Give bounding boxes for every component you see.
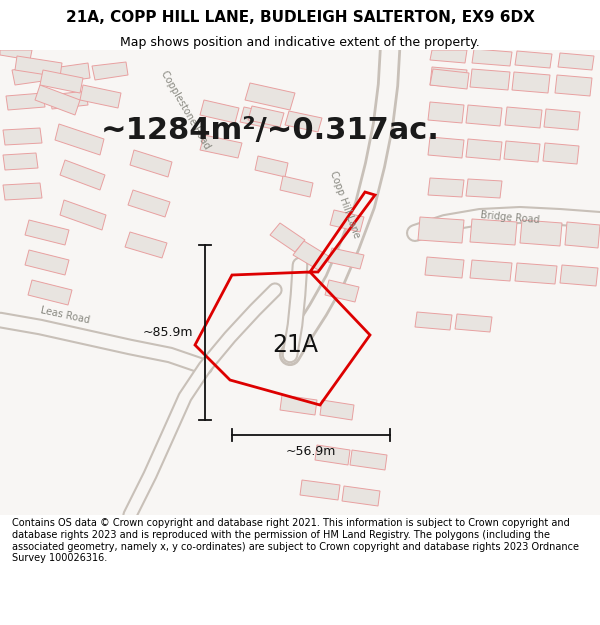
Polygon shape bbox=[320, 400, 354, 420]
Polygon shape bbox=[315, 445, 350, 465]
Polygon shape bbox=[472, 49, 512, 66]
Polygon shape bbox=[280, 176, 313, 197]
Polygon shape bbox=[543, 143, 579, 164]
Polygon shape bbox=[565, 222, 600, 248]
Polygon shape bbox=[270, 223, 305, 252]
Polygon shape bbox=[466, 179, 502, 198]
Polygon shape bbox=[515, 263, 557, 284]
Polygon shape bbox=[25, 250, 69, 275]
Polygon shape bbox=[328, 248, 364, 269]
Polygon shape bbox=[280, 395, 317, 415]
Text: Leas Road: Leas Road bbox=[40, 305, 91, 325]
Polygon shape bbox=[12, 65, 50, 85]
Polygon shape bbox=[470, 260, 512, 281]
Polygon shape bbox=[245, 83, 295, 110]
Polygon shape bbox=[505, 107, 542, 128]
Polygon shape bbox=[544, 109, 580, 130]
Polygon shape bbox=[80, 85, 121, 108]
Polygon shape bbox=[35, 85, 80, 115]
Text: ~1284m²/~0.317ac.: ~1284m²/~0.317ac. bbox=[101, 116, 439, 144]
Polygon shape bbox=[466, 139, 502, 160]
Polygon shape bbox=[3, 183, 42, 200]
Polygon shape bbox=[555, 75, 592, 96]
Text: 21A, COPP HILL LANE, BUDLEIGH SALTERTON, EX9 6DX: 21A, COPP HILL LANE, BUDLEIGH SALTERTON,… bbox=[65, 10, 535, 25]
Polygon shape bbox=[430, 67, 467, 88]
Text: ~56.9m: ~56.9m bbox=[286, 445, 336, 458]
Polygon shape bbox=[50, 91, 88, 109]
Polygon shape bbox=[325, 280, 359, 302]
Polygon shape bbox=[25, 220, 69, 245]
Text: Map shows position and indicative extent of the property.: Map shows position and indicative extent… bbox=[120, 36, 480, 49]
Polygon shape bbox=[430, 69, 469, 89]
Polygon shape bbox=[55, 124, 104, 155]
Polygon shape bbox=[415, 312, 452, 330]
Text: 21A: 21A bbox=[272, 333, 318, 357]
Polygon shape bbox=[3, 128, 42, 145]
Polygon shape bbox=[466, 105, 502, 126]
Polygon shape bbox=[418, 217, 464, 243]
Polygon shape bbox=[125, 232, 167, 258]
Text: Copplestone Road: Copplestone Road bbox=[158, 69, 211, 151]
Polygon shape bbox=[248, 106, 284, 127]
Polygon shape bbox=[28, 280, 72, 305]
Polygon shape bbox=[0, 50, 32, 60]
Polygon shape bbox=[330, 210, 364, 232]
Polygon shape bbox=[240, 107, 282, 130]
Polygon shape bbox=[428, 178, 464, 197]
Polygon shape bbox=[40, 70, 83, 93]
Polygon shape bbox=[428, 137, 464, 158]
Polygon shape bbox=[515, 51, 552, 68]
Polygon shape bbox=[128, 190, 170, 217]
Polygon shape bbox=[60, 160, 105, 190]
Polygon shape bbox=[285, 111, 322, 132]
Polygon shape bbox=[15, 56, 62, 77]
Polygon shape bbox=[504, 141, 540, 162]
Polygon shape bbox=[200, 135, 242, 158]
Polygon shape bbox=[6, 93, 45, 110]
Polygon shape bbox=[342, 486, 380, 506]
Polygon shape bbox=[470, 219, 517, 245]
Text: Bridge Road: Bridge Road bbox=[480, 211, 540, 226]
Polygon shape bbox=[200, 100, 239, 123]
Polygon shape bbox=[293, 241, 330, 271]
Text: ~85.9m: ~85.9m bbox=[143, 326, 193, 339]
Polygon shape bbox=[430, 50, 467, 63]
Polygon shape bbox=[512, 72, 550, 93]
Polygon shape bbox=[60, 200, 106, 230]
Polygon shape bbox=[255, 156, 288, 177]
Polygon shape bbox=[300, 480, 340, 500]
Polygon shape bbox=[130, 150, 172, 177]
Polygon shape bbox=[3, 153, 38, 170]
Text: Copp Hill Lane: Copp Hill Lane bbox=[328, 170, 362, 240]
Text: Contains OS data © Crown copyright and database right 2021. This information is : Contains OS data © Crown copyright and d… bbox=[12, 518, 579, 563]
Polygon shape bbox=[520, 220, 562, 246]
Polygon shape bbox=[558, 53, 594, 70]
Polygon shape bbox=[425, 257, 464, 278]
Polygon shape bbox=[92, 62, 128, 80]
Polygon shape bbox=[455, 314, 492, 332]
Polygon shape bbox=[350, 450, 387, 470]
Polygon shape bbox=[560, 265, 598, 286]
Polygon shape bbox=[53, 63, 90, 83]
Polygon shape bbox=[428, 102, 464, 123]
Polygon shape bbox=[470, 69, 510, 90]
